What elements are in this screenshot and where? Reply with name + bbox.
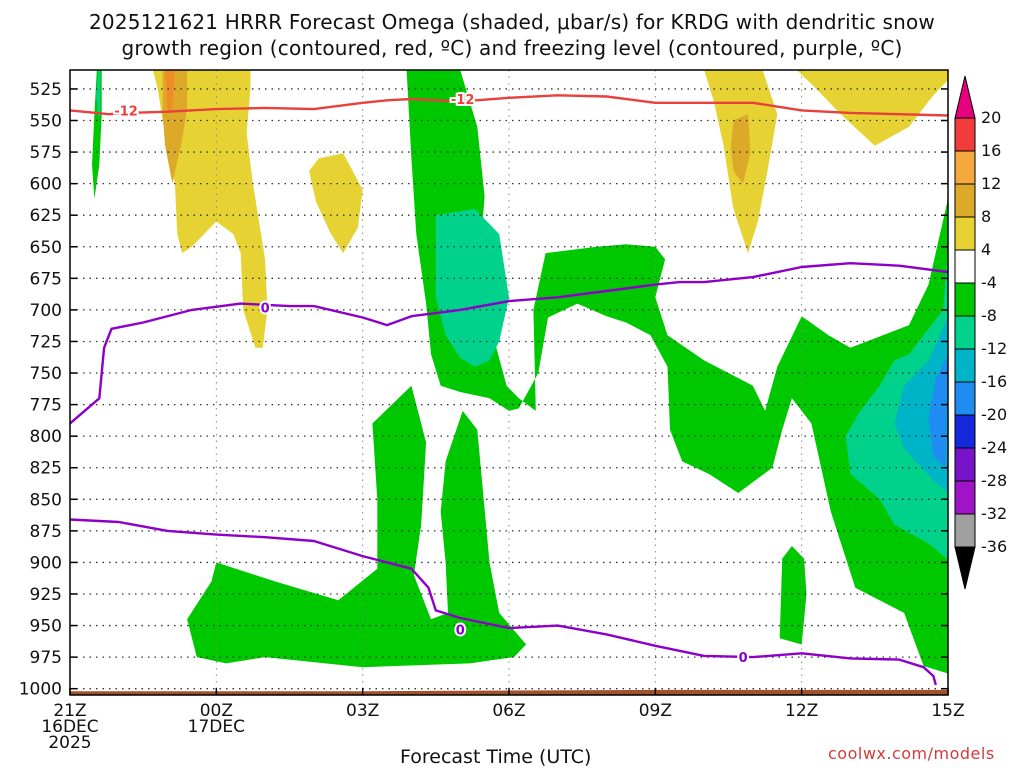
y-tick-label-675: 675 [30,269,62,289]
y-tick-label-700: 700 [30,301,62,321]
x-tick-label-03Z-0: 03Z [346,701,379,721]
contour-layer: -12 -12 0 0 0 [70,91,948,686]
colorbar-label-12: 12 [981,174,1001,193]
omega-region--4-15 [187,385,527,668]
y-tick-label-575: 575 [30,143,62,163]
omega-region--8-7 [435,208,509,367]
axes-layer: 525 550 575 600 625 650 675 700 725 750 775 800 825 8… [19,69,965,753]
y-tick-label-775: 775 [30,396,62,416]
x-tick-label-21Z-1: 16DEC [41,717,98,737]
colorbar-bin-16 [954,150,976,185]
colorbar-label--12: -12 [981,339,1007,358]
x-tick-label-12Z-0: 12Z [785,701,818,721]
colorbar-label--28: -28 [981,471,1007,490]
colorbar-label-20: 20 [981,108,1001,127]
y-tick-label-600: 600 [30,175,62,195]
colorbar-label--24: -24 [981,438,1007,457]
colorbar-bin--20 [954,414,976,449]
y-tick-label-550: 550 [30,112,62,132]
x-tick-label-21Z-2: 2025 [48,733,91,753]
y-tick-label-800: 800 [30,427,62,447]
colorbar-bin-12 [954,183,976,218]
dgz-minus12-label-1: -12 [451,93,475,108]
y-tick-label-625: 625 [30,206,62,226]
colorbar-bin-8 [954,216,976,251]
colorbar-top-arrow [954,75,976,119]
colorbar-bin-4 [954,249,976,284]
colorbar-label-4: 4 [981,240,991,259]
colorbar-bin--8 [954,315,976,350]
colorbar-label-last: -36 [981,537,1007,556]
chart-title-line-2: growth region (contoured, red, ºC) and f… [121,36,903,60]
y-tick-label-825: 825 [30,459,62,479]
y-tick-label-875: 875 [30,522,62,542]
y-tick-label-900: 900 [30,553,62,573]
y-tick-label-950: 950 [30,617,62,637]
chart-title-line-1: 2025121621 HRRR Forecast Omega (shaded, … [88,10,935,34]
colorbar-label--20: -20 [981,405,1007,424]
colorbar-bin--4 [954,282,976,317]
freezing-level-upper-line [70,262,948,425]
x-tick-label-15Z-0: 15Z [931,701,964,721]
omega-region-4-5 [309,153,363,254]
dgz-minus12-label-0: -12 [114,104,138,119]
omega-region-8-14 [730,114,751,184]
freezing-level-lower-label-1: 0 [739,651,748,666]
x-tick-label-00Z-1: 17DEC [188,717,245,737]
omega-region--4-11 [779,546,807,645]
y-tick-label-975: 975 [30,648,62,668]
x-tick-label-09Z-0: 09Z [639,701,672,721]
omega-region--8-1 [96,70,101,118]
freezing-level-upper-label-0: 0 [261,301,270,316]
dgz-minus12-line [70,94,948,117]
source-credit: coolwx.com/models [828,744,995,763]
freezing-level-lower-line [70,518,937,686]
colorbar: 20 16 12 8 4 -4 -8 -12 -16 -20 -24 -28 -32 -36 [954,75,1007,590]
colorbar-bin--28 [954,480,976,515]
colorbar-label-8: 8 [981,207,991,226]
colorbar-label-16: 16 [981,141,1001,160]
y-tick-label-850: 850 [30,490,62,510]
x-axis-label: Forecast Time (UTC) [400,746,592,768]
y-tick-label-525: 525 [30,80,62,100]
x-tick-label-21Z-0: 21Z [53,701,86,721]
omega-region--8-8 [845,246,948,560]
y-tick-label-925: 925 [30,585,62,605]
y-tick-label-750: 750 [30,364,62,384]
colorbar-bin-20 [954,117,976,152]
colorbar-label--4: -4 [981,273,997,292]
omega-region-12-4 [165,70,175,115]
y-tick-label-725: 725 [30,332,62,352]
colorbar-bin--12 [954,348,976,383]
colorbar-bin--32 [954,513,976,548]
omega-region-4-12 [762,70,948,146]
omega-shading-layer [92,70,948,674]
y-tick-label-650: 650 [30,238,62,258]
colorbar-bin--24 [954,447,976,482]
colorbar-bin--16 [954,381,976,416]
x-tick-label-00Z-0: 00Z [200,701,233,721]
colorbar-label--16: -16 [981,372,1007,391]
colorbar-label--8: -8 [981,306,997,325]
omega-region--16-10 [928,354,948,468]
colorbar-bottom-arrow [954,546,976,590]
x-tick-label-06Z-0: 06Z [492,701,525,721]
colorbar-label--32: -32 [981,504,1007,523]
freezing-level-lower-label-0: 0 [456,623,465,638]
y-tick-label-1000: 1000 [19,680,62,700]
grid-layer [70,70,948,695]
omega-region--4-6 [406,70,948,674]
